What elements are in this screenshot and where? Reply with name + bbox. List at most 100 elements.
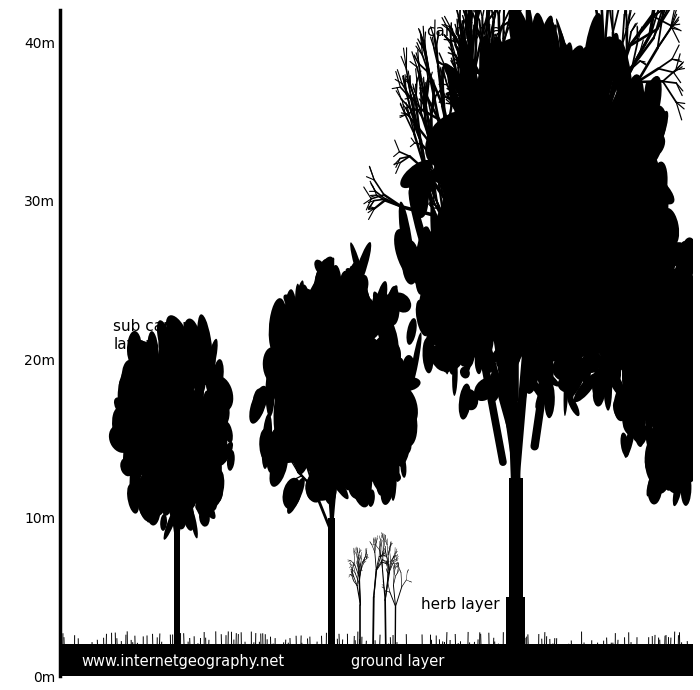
Ellipse shape (669, 422, 680, 449)
Ellipse shape (536, 348, 548, 380)
Ellipse shape (584, 339, 598, 368)
Ellipse shape (561, 324, 572, 353)
Ellipse shape (476, 336, 484, 364)
Ellipse shape (608, 338, 623, 374)
Ellipse shape (177, 405, 183, 423)
Ellipse shape (536, 168, 568, 210)
Ellipse shape (447, 277, 456, 294)
Ellipse shape (585, 144, 636, 189)
Ellipse shape (525, 267, 533, 283)
Ellipse shape (249, 386, 267, 424)
Ellipse shape (515, 246, 539, 320)
Ellipse shape (153, 452, 169, 474)
Ellipse shape (662, 354, 671, 379)
Ellipse shape (622, 406, 638, 435)
Ellipse shape (155, 375, 168, 388)
Ellipse shape (474, 244, 502, 288)
Ellipse shape (152, 439, 161, 461)
Ellipse shape (398, 394, 408, 422)
Ellipse shape (452, 251, 464, 275)
Ellipse shape (149, 404, 164, 429)
Ellipse shape (410, 175, 435, 205)
Ellipse shape (514, 30, 531, 95)
Ellipse shape (402, 240, 420, 284)
Ellipse shape (531, 20, 541, 41)
Ellipse shape (330, 359, 343, 382)
Ellipse shape (162, 429, 174, 448)
Ellipse shape (520, 234, 538, 282)
Ellipse shape (180, 397, 187, 411)
Ellipse shape (211, 372, 222, 435)
Ellipse shape (279, 422, 292, 453)
Ellipse shape (159, 459, 168, 482)
Ellipse shape (654, 308, 666, 325)
Ellipse shape (594, 239, 619, 287)
Ellipse shape (588, 290, 608, 319)
Ellipse shape (639, 221, 658, 251)
Ellipse shape (134, 383, 152, 397)
Ellipse shape (548, 315, 561, 355)
Ellipse shape (645, 190, 663, 226)
Ellipse shape (523, 177, 541, 224)
Ellipse shape (596, 267, 608, 297)
Ellipse shape (569, 175, 617, 216)
Ellipse shape (643, 298, 653, 349)
Ellipse shape (644, 306, 657, 349)
Ellipse shape (664, 294, 688, 338)
Ellipse shape (588, 280, 598, 317)
Ellipse shape (382, 366, 391, 389)
Ellipse shape (146, 428, 151, 440)
Ellipse shape (425, 114, 468, 166)
Ellipse shape (436, 215, 467, 275)
Ellipse shape (137, 475, 153, 518)
Ellipse shape (124, 391, 135, 430)
Ellipse shape (598, 157, 621, 206)
Ellipse shape (662, 464, 673, 491)
Ellipse shape (605, 156, 634, 233)
Ellipse shape (489, 299, 508, 348)
Ellipse shape (659, 363, 674, 389)
Ellipse shape (358, 310, 365, 328)
Ellipse shape (586, 37, 616, 107)
Ellipse shape (194, 364, 197, 398)
Ellipse shape (536, 219, 556, 257)
Ellipse shape (385, 402, 403, 426)
Ellipse shape (324, 451, 343, 488)
Ellipse shape (319, 381, 351, 395)
Ellipse shape (281, 451, 304, 463)
Ellipse shape (360, 275, 368, 293)
Ellipse shape (490, 286, 497, 302)
Ellipse shape (199, 471, 206, 491)
Ellipse shape (153, 428, 161, 447)
Ellipse shape (170, 479, 182, 506)
Ellipse shape (380, 293, 393, 310)
Ellipse shape (314, 375, 329, 414)
Ellipse shape (491, 302, 502, 344)
Ellipse shape (382, 388, 395, 426)
Ellipse shape (186, 389, 191, 402)
Ellipse shape (193, 378, 202, 399)
Ellipse shape (475, 144, 500, 197)
Ellipse shape (138, 437, 148, 486)
Ellipse shape (498, 222, 518, 299)
Ellipse shape (161, 384, 164, 399)
Ellipse shape (198, 365, 204, 409)
Ellipse shape (648, 237, 659, 298)
Ellipse shape (357, 315, 362, 344)
Ellipse shape (581, 165, 594, 208)
Ellipse shape (172, 373, 178, 388)
Ellipse shape (683, 380, 697, 413)
Ellipse shape (130, 489, 148, 509)
Ellipse shape (313, 391, 323, 437)
Ellipse shape (535, 363, 545, 394)
Ellipse shape (697, 411, 700, 427)
Ellipse shape (199, 353, 216, 386)
Ellipse shape (554, 255, 567, 296)
Ellipse shape (617, 124, 634, 170)
Ellipse shape (148, 440, 156, 459)
Ellipse shape (334, 364, 353, 380)
Ellipse shape (506, 81, 514, 104)
Ellipse shape (566, 46, 584, 78)
Ellipse shape (552, 244, 579, 299)
Ellipse shape (611, 206, 620, 265)
